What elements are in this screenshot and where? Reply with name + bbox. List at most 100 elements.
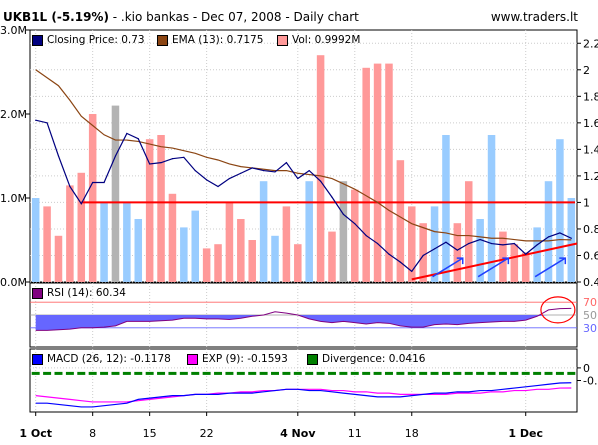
close-point	[285, 162, 288, 164]
close-point	[422, 254, 424, 257]
volume-bar	[123, 202, 131, 282]
subtitle-label: - .kio bankas - Dec 07, 2008 - Daily cha…	[108, 10, 359, 24]
volume-bar	[202, 248, 211, 282]
divergence-bar	[316, 371, 325, 375]
volume-bar	[544, 181, 553, 282]
close-point	[490, 242, 493, 245]
volume-bar	[442, 135, 450, 282]
divergence-bar	[533, 371, 542, 375]
volume-bar	[305, 181, 313, 282]
divergence-bar	[373, 371, 382, 375]
rsi-oversold-fill	[35, 315, 572, 331]
y-tick-label: 1.4	[583, 143, 598, 156]
annotation-arrow	[534, 257, 566, 278]
close-point	[319, 180, 322, 182]
volume-bar	[111, 105, 120, 282]
close-point	[263, 169, 265, 172]
volume-bar	[362, 67, 370, 282]
divergence-bar	[43, 371, 52, 375]
vol-tick-label: 0.0M	[0, 276, 27, 289]
volume-bar	[43, 206, 51, 282]
divergence-bar	[88, 371, 97, 375]
volume-bar	[134, 219, 143, 282]
x-tick-label: 22	[200, 427, 214, 440]
volume-bar	[77, 172, 86, 282]
close-point	[502, 244, 504, 246]
divergence-bar	[544, 371, 553, 375]
macd-tick-label: 0	[583, 362, 590, 375]
divergence-bar	[555, 371, 564, 375]
divergence-bar	[339, 371, 348, 375]
divergence-bar	[282, 371, 291, 375]
close-point	[80, 203, 82, 205]
divergence-bar	[111, 371, 120, 375]
divergence-bar	[396, 371, 405, 375]
close-point	[308, 169, 310, 172]
volume-bar	[430, 206, 439, 282]
divergence-bar	[122, 371, 131, 375]
close-point	[513, 242, 515, 245]
rsi-swatch	[32, 287, 43, 299]
close-swatch	[32, 34, 43, 46]
exp-swatch	[187, 353, 198, 365]
close-point	[468, 242, 470, 245]
legend-rsi: RSI (14): 60.34	[32, 287, 126, 299]
volume-bar	[66, 185, 74, 282]
close-point	[217, 185, 219, 188]
rsi-highlight-circle	[540, 296, 576, 324]
exp-line	[35, 387, 572, 403]
volume-bar	[237, 219, 245, 282]
divergence-bar	[271, 371, 279, 375]
divergence-bar	[407, 371, 416, 375]
volume-bar	[464, 181, 473, 282]
close-point	[525, 253, 527, 255]
close-point	[365, 234, 367, 237]
y-tick-label: 0.6	[583, 249, 598, 262]
volume-bar	[385, 63, 393, 282]
close-point	[126, 132, 128, 135]
ema-swatch	[157, 34, 168, 46]
y-tick-label: 0.4	[583, 276, 598, 289]
close-point	[479, 238, 481, 241]
volume-bar	[407, 206, 416, 282]
divergence-bar	[328, 371, 336, 375]
close-point	[570, 237, 572, 239]
legend-exp: EXP (9): -0.1593	[187, 353, 288, 365]
close-point	[92, 181, 94, 184]
y-tick-label: 1.8	[583, 90, 598, 103]
volume-bar	[100, 202, 108, 282]
volume-bar	[487, 135, 496, 282]
x-tick-label: 8	[89, 427, 96, 440]
volume-bar	[351, 189, 359, 282]
vol-tick-label: 2.0M	[0, 108, 27, 121]
macd-tick-label: -0.1	[583, 375, 598, 388]
volume-bar	[556, 139, 564, 282]
close-point	[456, 249, 458, 251]
divergence-bar	[305, 371, 314, 375]
annotation-arrow	[477, 257, 509, 278]
divergence-bar	[510, 371, 519, 375]
y-tick-label: 2	[583, 64, 590, 77]
y-tick-label: 1	[583, 196, 590, 209]
close-point	[297, 177, 299, 180]
close-point	[251, 167, 253, 169]
close-point	[547, 236, 550, 238]
divergence-bar	[487, 371, 496, 375]
volume-bar	[453, 223, 462, 282]
volume-bar	[521, 252, 530, 282]
y-tick-label: 2.2	[583, 37, 598, 50]
divergence-bar	[419, 371, 428, 375]
volume-bar	[396, 160, 405, 282]
volume-bar	[259, 181, 268, 282]
legend-close: Closing Price: 0.73	[32, 34, 145, 46]
divergence-bar	[202, 371, 211, 375]
divergence-bar	[441, 371, 450, 375]
close-point	[376, 242, 379, 245]
volume-bar	[567, 198, 576, 282]
chart-title: UKB1L (-5.19%) - .kio bankas - Dec 07, 2…	[3, 10, 359, 24]
close-point	[149, 163, 151, 165]
divergence-bar	[225, 371, 234, 375]
divergence-bar	[54, 371, 63, 375]
